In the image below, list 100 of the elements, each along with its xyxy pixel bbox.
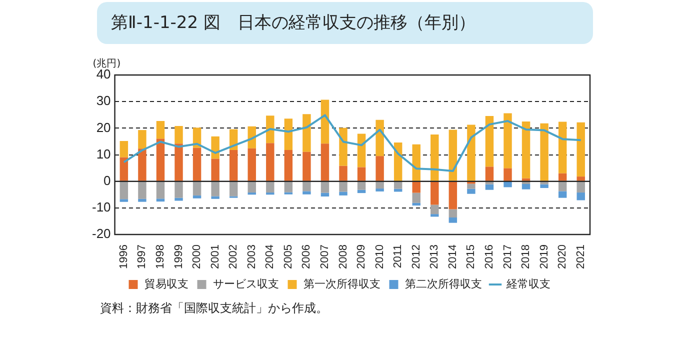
- bar: [120, 199, 128, 202]
- bar: [266, 182, 274, 193]
- bar: [467, 184, 476, 189]
- x-tick-label: 2010: [374, 244, 386, 270]
- x-tick-label: 2014: [446, 244, 459, 270]
- bar: [448, 218, 458, 223]
- bar: [504, 182, 512, 188]
- bar: [448, 209, 458, 218]
- x-tick-label: 2002: [228, 244, 240, 270]
- bar: [192, 148, 202, 181]
- bar: [430, 204, 439, 214]
- bar: [485, 184, 494, 190]
- bar: [376, 188, 384, 192]
- bar: [485, 182, 494, 184]
- bar: [339, 192, 348, 196]
- bar: [540, 184, 548, 188]
- bar: [576, 192, 585, 200]
- bar: [229, 182, 238, 196]
- bar: [320, 192, 330, 197]
- bar: [558, 191, 567, 198]
- x-tick-label: 2003: [246, 244, 258, 270]
- bar: [302, 182, 311, 192]
- bar: [266, 143, 274, 181]
- x-tick-label: 2009: [356, 244, 368, 270]
- bar: [540, 182, 548, 184]
- bar: [357, 190, 366, 194]
- x-tick-label: 2000: [191, 244, 204, 270]
- bar: [138, 182, 146, 199]
- bar: [192, 195, 202, 198]
- chart-title: 第Ⅱ-1-1-22 図 日本の経常収支の推移（年別）: [97, 2, 593, 44]
- y-tick-label: 30: [96, 93, 111, 108]
- bar: [156, 138, 165, 181]
- bar: [120, 182, 128, 200]
- bar: [302, 114, 311, 152]
- bar: [339, 166, 348, 181]
- bar: [266, 116, 274, 144]
- bar: [174, 126, 183, 144]
- bar: [467, 188, 476, 194]
- bar: [412, 192, 420, 203]
- bar: [522, 122, 530, 178]
- bar: [357, 182, 366, 190]
- bar: [211, 182, 220, 196]
- y-tick-label: 20: [96, 120, 111, 135]
- x-tick-label: 1998: [154, 244, 167, 270]
- bar: [156, 121, 165, 139]
- x-tick-label: 2021: [574, 244, 587, 270]
- bar: [504, 168, 512, 181]
- x-tick-label: 2005: [282, 244, 294, 270]
- bar: [248, 148, 256, 181]
- bar: [211, 196, 220, 199]
- bar: [174, 198, 183, 201]
- bar: [430, 214, 439, 217]
- bar: [522, 182, 530, 184]
- bar: [138, 148, 146, 181]
- bar: [320, 144, 330, 181]
- x-tick-label: 2007: [319, 244, 332, 270]
- bar: [376, 120, 384, 156]
- x-tick-label: 2011: [392, 244, 404, 268]
- legend-label: サービス収支: [212, 278, 279, 291]
- bar: [504, 113, 512, 168]
- y-tick-label: 0: [104, 172, 111, 188]
- bar: [376, 182, 384, 189]
- x-tick-label: 2004: [264, 244, 276, 270]
- bar: [485, 166, 494, 181]
- bar: [467, 124, 476, 181]
- bar: [558, 173, 567, 181]
- bar: [576, 122, 585, 177]
- bar: [394, 142, 402, 181]
- bar: [248, 182, 256, 193]
- bar: [522, 178, 530, 181]
- x-tick-label: 2008: [337, 244, 350, 270]
- bar: [430, 182, 439, 205]
- bar: [156, 198, 165, 202]
- bar: [156, 182, 165, 199]
- bar: [558, 182, 567, 192]
- x-tick-label: 2017: [502, 244, 514, 270]
- bar: [412, 144, 420, 181]
- y-tick-label: 10: [96, 146, 111, 162]
- bar: [320, 182, 330, 193]
- bar: [412, 202, 420, 206]
- x-tick-label: 2019: [538, 244, 550, 270]
- bar: [376, 156, 384, 181]
- x-tick-label: 2015: [465, 244, 478, 270]
- legend-label: 経常収支: [505, 278, 550, 291]
- x-tick-label: 1996: [118, 244, 130, 270]
- bar: [412, 182, 420, 193]
- bar: [430, 134, 439, 181]
- bar: [357, 134, 366, 168]
- x-tick-label: 2016: [484, 244, 496, 270]
- bar: [540, 123, 548, 181]
- x-tick-label: 2012: [410, 244, 422, 270]
- x-tick-label: 1999: [172, 244, 185, 270]
- bar: [302, 191, 311, 194]
- bar: [284, 182, 293, 192]
- text: 資料：財務省「国際収支統計」から作成。: [100, 300, 328, 317]
- x-tick-label: 2001: [209, 244, 222, 270]
- bar: [576, 182, 585, 193]
- bar: [284, 150, 293, 181]
- bar: [192, 182, 202, 196]
- x-tick-label: 2006: [300, 244, 313, 270]
